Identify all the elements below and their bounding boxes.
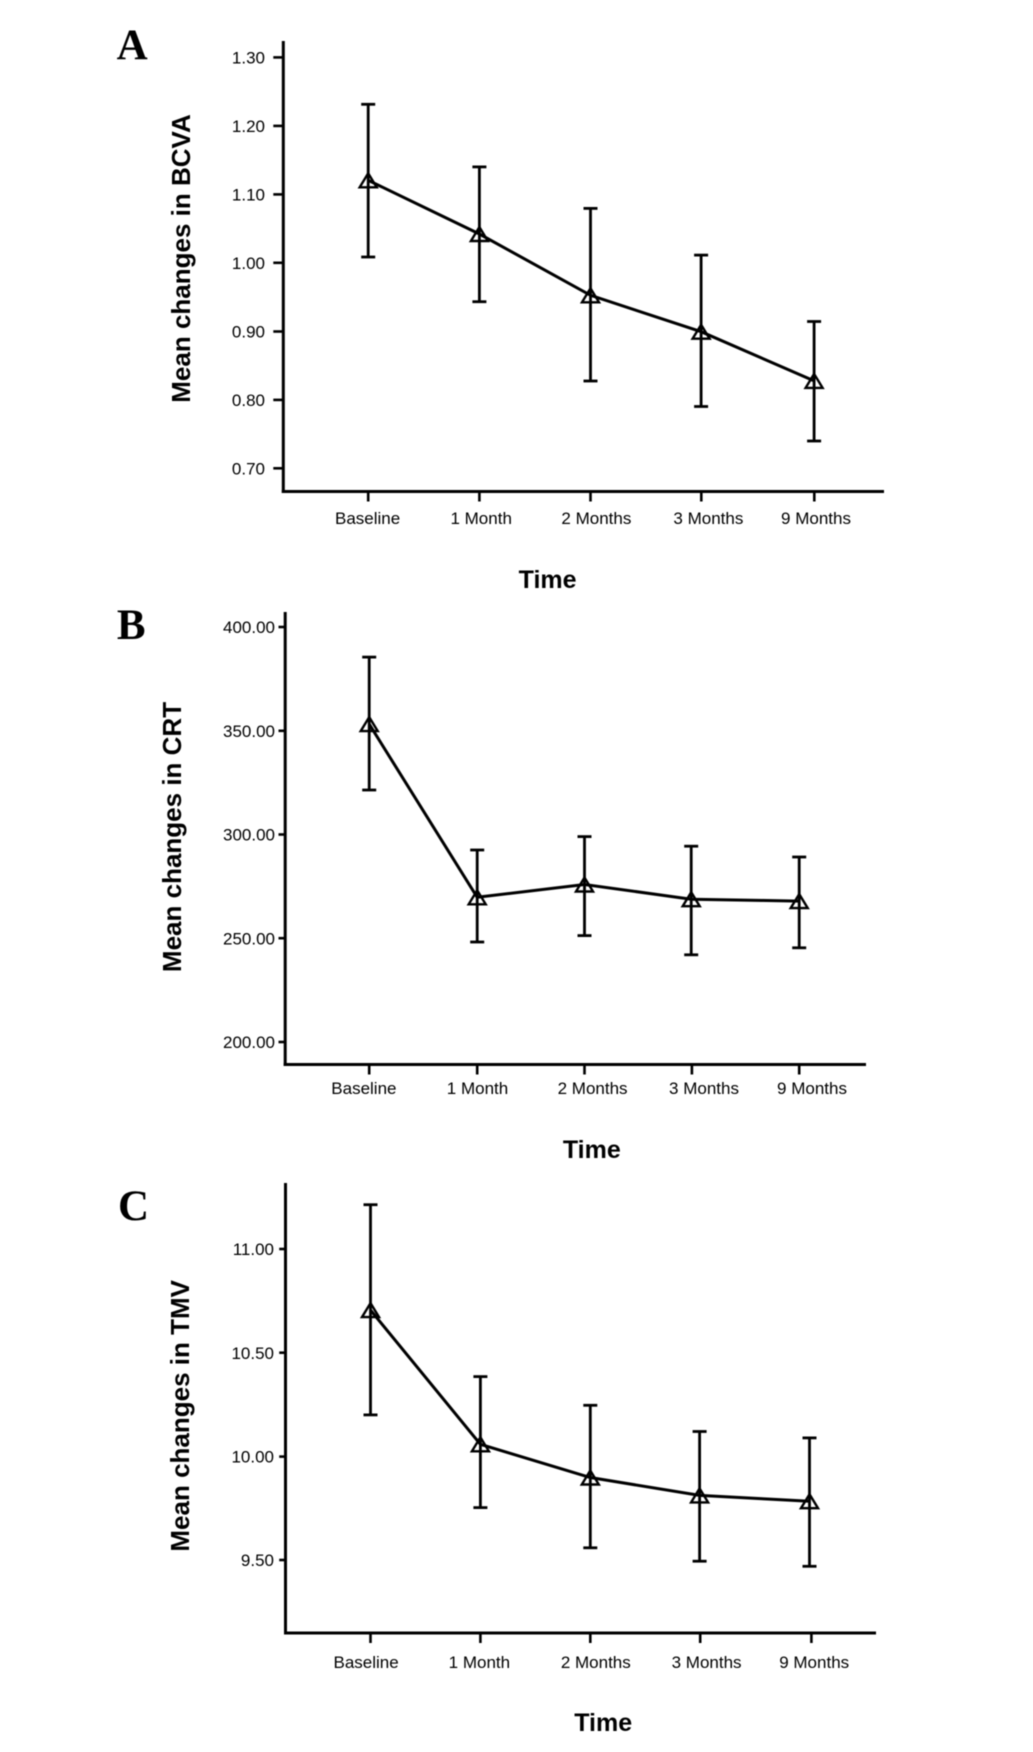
svg-text:3 Months: 3 Months (673, 509, 743, 528)
svg-text:9 Months: 9 Months (777, 1079, 847, 1098)
svg-text:1.30: 1.30 (232, 49, 265, 68)
svg-text:10.50: 10.50 (231, 1344, 274, 1363)
svg-text:10.00: 10.00 (231, 1448, 274, 1467)
svg-text:3 Months: 3 Months (672, 1653, 742, 1672)
svg-text:B: B (117, 602, 146, 649)
svg-text:250.00: 250.00 (223, 929, 275, 948)
svg-text:2 Months: 2 Months (561, 509, 631, 528)
svg-text:11.00: 11.00 (233, 1240, 274, 1259)
svg-text:9.50: 9.50 (241, 1551, 274, 1570)
svg-text:1 Month: 1 Month (447, 1079, 508, 1098)
svg-text:Time: Time (563, 1136, 621, 1164)
svg-text:Baseline: Baseline (333, 1653, 398, 1672)
svg-text:Mean changes in BCVA: Mean changes in BCVA (166, 114, 196, 403)
svg-text:1.20: 1.20 (232, 117, 265, 136)
svg-text:Time: Time (519, 566, 577, 594)
svg-text:1 Month: 1 Month (450, 509, 511, 528)
svg-text:1.00: 1.00 (232, 254, 265, 273)
svg-text:Mean changes in TMV: Mean changes in TMV (165, 1279, 195, 1551)
svg-text:1 Month: 1 Month (449, 1653, 510, 1672)
svg-text:0.70: 0.70 (232, 459, 265, 478)
svg-text:350.00: 350.00 (223, 722, 275, 741)
svg-text:2 Months: 2 Months (558, 1079, 628, 1098)
svg-text:9 Months: 9 Months (781, 509, 851, 528)
svg-text:C: C (118, 1183, 149, 1230)
svg-text:Mean changes in CRT: Mean changes in CRT (157, 702, 187, 972)
svg-text:A: A (117, 22, 148, 69)
svg-text:300.00: 300.00 (223, 826, 275, 845)
svg-text:3 Months: 3 Months (669, 1079, 739, 1098)
svg-text:1.10: 1.10 (232, 186, 265, 205)
svg-text:9 Months: 9 Months (779, 1653, 849, 1672)
svg-text:Baseline: Baseline (335, 509, 400, 528)
svg-text:0.80: 0.80 (232, 391, 265, 410)
svg-text:200.00: 200.00 (223, 1033, 275, 1052)
svg-text:Baseline: Baseline (331, 1079, 396, 1098)
svg-text:2 Months: 2 Months (561, 1653, 631, 1672)
svg-text:Time: Time (574, 1709, 632, 1737)
svg-text:0.90: 0.90 (232, 323, 265, 342)
svg-text:400.00: 400.00 (223, 618, 275, 637)
